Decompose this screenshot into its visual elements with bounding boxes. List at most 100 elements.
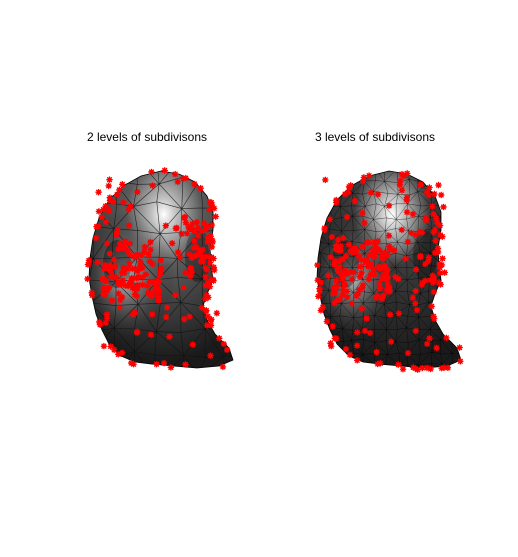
marker bbox=[130, 360, 137, 368]
marker bbox=[384, 288, 392, 295]
marker bbox=[203, 223, 210, 230]
marker bbox=[431, 226, 439, 234]
marker bbox=[365, 239, 372, 246]
marker bbox=[355, 286, 363, 293]
marker bbox=[208, 316, 215, 323]
marker bbox=[157, 269, 164, 276]
marker bbox=[141, 248, 148, 256]
marker bbox=[321, 176, 329, 184]
marker bbox=[102, 202, 109, 210]
marker bbox=[367, 189, 375, 197]
marker bbox=[341, 190, 349, 198]
marker bbox=[119, 180, 126, 188]
marker bbox=[202, 226, 209, 234]
marker bbox=[174, 249, 182, 256]
marker bbox=[427, 276, 434, 284]
marker bbox=[102, 278, 110, 285]
marker bbox=[380, 265, 388, 272]
marker bbox=[441, 269, 448, 276]
marker bbox=[125, 206, 132, 213]
marker bbox=[363, 315, 370, 322]
marker bbox=[409, 364, 417, 371]
marker bbox=[365, 251, 373, 259]
marker bbox=[135, 265, 143, 273]
marker bbox=[432, 237, 439, 245]
marker bbox=[331, 335, 339, 342]
marker bbox=[456, 344, 463, 351]
marker bbox=[412, 231, 420, 239]
marker bbox=[139, 281, 146, 289]
marker bbox=[134, 285, 141, 293]
marker bbox=[114, 351, 122, 358]
marker bbox=[426, 184, 433, 191]
marker bbox=[373, 348, 380, 356]
marker bbox=[333, 283, 341, 290]
marker bbox=[378, 275, 386, 283]
marker bbox=[414, 366, 421, 373]
marker bbox=[124, 282, 132, 290]
marker bbox=[395, 275, 402, 283]
marker bbox=[386, 246, 393, 253]
marker bbox=[343, 288, 351, 295]
marker bbox=[339, 255, 347, 263]
marker bbox=[133, 329, 141, 336]
marker bbox=[377, 360, 384, 367]
marker bbox=[126, 259, 133, 267]
marker bbox=[163, 304, 171, 311]
marker bbox=[314, 276, 322, 284]
marker bbox=[351, 197, 358, 205]
marker bbox=[365, 172, 373, 180]
marker bbox=[399, 365, 407, 373]
marker bbox=[419, 364, 426, 372]
marker bbox=[137, 258, 144, 266]
marker bbox=[359, 209, 366, 217]
marker bbox=[337, 242, 344, 250]
marker bbox=[374, 360, 381, 368]
marker bbox=[199, 246, 206, 254]
marker bbox=[395, 361, 402, 368]
marker bbox=[124, 247, 132, 255]
marker bbox=[418, 281, 426, 289]
marker bbox=[100, 284, 107, 292]
marker bbox=[443, 334, 450, 342]
marker bbox=[365, 263, 372, 270]
marker bbox=[102, 218, 110, 226]
marker bbox=[133, 274, 140, 282]
marker bbox=[133, 252, 140, 259]
marker bbox=[118, 349, 126, 357]
marker bbox=[103, 287, 111, 294]
marker bbox=[110, 256, 118, 263]
marker bbox=[358, 269, 365, 277]
marker bbox=[204, 238, 212, 246]
marker bbox=[358, 305, 365, 312]
marker bbox=[329, 323, 336, 330]
marker bbox=[182, 361, 189, 368]
marker bbox=[116, 186, 123, 194]
marker bbox=[438, 261, 446, 269]
marker bbox=[403, 196, 410, 204]
marker bbox=[187, 225, 195, 232]
marker bbox=[154, 280, 162, 287]
marker bbox=[317, 307, 325, 314]
marker bbox=[341, 267, 349, 274]
marker bbox=[194, 224, 202, 232]
marker bbox=[333, 277, 340, 285]
marker bbox=[314, 293, 322, 300]
marker bbox=[111, 263, 119, 271]
marker bbox=[348, 300, 356, 307]
marker bbox=[334, 268, 342, 275]
marker bbox=[129, 265, 136, 272]
marker bbox=[153, 360, 160, 368]
marker bbox=[423, 364, 431, 372]
marker bbox=[314, 261, 321, 269]
marker bbox=[92, 234, 100, 242]
marker bbox=[332, 246, 340, 253]
marker bbox=[434, 248, 442, 256]
marker bbox=[197, 184, 204, 192]
marker bbox=[412, 266, 420, 273]
marker bbox=[436, 260, 443, 268]
marker bbox=[108, 297, 116, 304]
marker bbox=[216, 335, 223, 342]
marker bbox=[172, 291, 179, 299]
marker bbox=[154, 287, 161, 295]
